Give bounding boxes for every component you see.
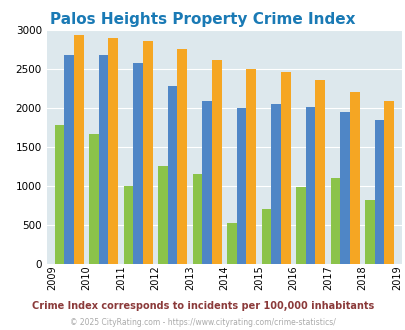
Bar <box>330 178 339 264</box>
Bar <box>305 107 315 264</box>
Bar <box>55 125 64 264</box>
Text: © 2025 CityRating.com - https://www.cityrating.com/crime-statistics/: © 2025 CityRating.com - https://www.city… <box>70 318 335 327</box>
Bar <box>74 35 83 264</box>
Bar <box>295 187 305 264</box>
Bar <box>315 80 324 264</box>
Bar <box>167 86 177 264</box>
Bar <box>236 108 246 264</box>
Bar <box>108 38 118 264</box>
Bar <box>192 174 202 264</box>
Bar <box>374 119 384 264</box>
Bar <box>384 101 393 264</box>
Bar <box>177 49 187 264</box>
Bar <box>89 134 98 264</box>
Text: Palos Heights Property Crime Index: Palos Heights Property Crime Index <box>50 12 355 26</box>
Bar <box>349 92 359 264</box>
Bar <box>158 166 167 264</box>
Text: Crime Index corresponds to incidents per 100,000 inhabitants: Crime Index corresponds to incidents per… <box>32 301 373 311</box>
Bar <box>261 209 271 264</box>
Bar <box>226 223 236 264</box>
Bar <box>211 60 221 264</box>
Bar <box>133 62 143 264</box>
Bar <box>271 104 280 264</box>
Bar <box>339 113 349 264</box>
Bar <box>280 72 290 264</box>
Bar <box>143 41 152 264</box>
Bar <box>364 200 374 264</box>
Bar <box>246 69 256 264</box>
Bar <box>64 55 74 264</box>
Bar <box>202 101 211 264</box>
Bar <box>98 55 108 264</box>
Bar <box>123 186 133 264</box>
